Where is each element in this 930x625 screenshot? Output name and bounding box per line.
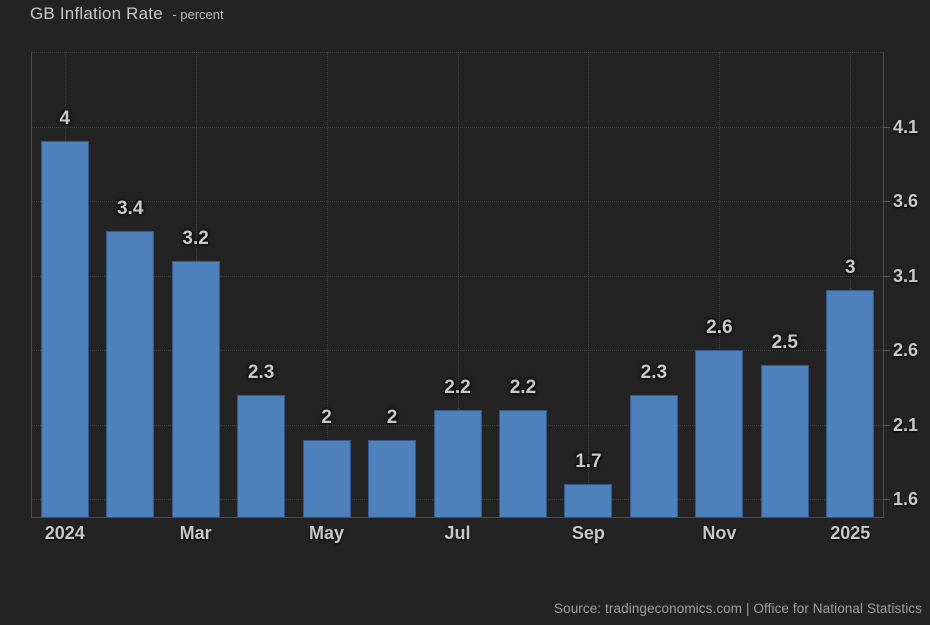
x-axis-label: 2024	[44, 523, 85, 543]
x-axis-label: Nov	[702, 523, 737, 543]
bar-value-label: 3.2	[182, 227, 209, 249]
y-axis-tick	[883, 350, 890, 352]
y-axis-tick	[883, 126, 890, 128]
y-axis-label: 1.6	[893, 489, 919, 510]
y-axis-tick	[883, 424, 890, 426]
bar[interactable]	[368, 439, 417, 517]
chart-header: GB Inflation Rate - percent	[30, 4, 224, 24]
bar[interactable]	[433, 409, 482, 517]
bar[interactable]	[237, 394, 286, 517]
chart-title: GB Inflation Rate	[30, 4, 163, 23]
y-axis-label: 3.1	[893, 265, 919, 286]
x-axis-label: Sep	[571, 523, 605, 543]
x-axis-label: 2025	[830, 523, 871, 543]
chart-subtitle: - percent	[172, 7, 224, 22]
bar[interactable]	[695, 350, 744, 517]
bar[interactable]	[564, 484, 613, 517]
bar[interactable]	[171, 260, 220, 517]
gridline-vertical	[457, 52, 459, 517]
bar[interactable]	[826, 290, 875, 517]
y-axis-tick	[883, 499, 890, 501]
y-axis-label: 4.1	[893, 116, 919, 137]
x-axis-label: Jul	[444, 523, 471, 543]
y-axis-label: 2.1	[893, 414, 919, 435]
bar-value-label: 3.4	[116, 197, 144, 219]
bar[interactable]	[106, 230, 155, 517]
source-credit: Source: tradingeconomics.com | Office fo…	[553, 601, 922, 616]
y-axis-label: 2.6	[893, 340, 919, 361]
gridline-vertical	[719, 52, 721, 517]
bar-value-label: 2.5	[771, 331, 798, 353]
bar[interactable]	[40, 141, 89, 517]
bar-value-label: 2.6	[706, 317, 733, 339]
bar[interactable]	[498, 409, 547, 517]
bar-value-label: 2	[386, 406, 398, 428]
plot-area: 4 2024 3.4 3.2 Mar 2.3 2 May 2 2.2 Jul 2.2 1.7 Sep 2.3…	[31, 52, 884, 543]
y-axis-label: 3.6	[893, 191, 919, 212]
bar-value-label: 2.2	[509, 376, 537, 398]
bar-value-label: 2.3	[247, 361, 275, 383]
bar[interactable]	[760, 364, 809, 517]
bar-value-label: 2.3	[640, 361, 668, 383]
y-axis-tick	[883, 275, 890, 277]
x-axis-label: May	[309, 523, 345, 543]
bar-value-label: 4	[59, 108, 71, 130]
bar[interactable]	[302, 439, 351, 517]
y-axis-tick	[883, 201, 890, 203]
bar-value-label: 1.7	[575, 451, 602, 473]
bar-value-label: 2	[321, 406, 332, 428]
x-axis-label: Mar	[179, 523, 212, 543]
bar-value-label: 2.2	[444, 376, 471, 398]
gridline-vertical	[326, 52, 328, 517]
bar-value-label: 3	[844, 257, 856, 279]
gridline-vertical	[588, 52, 590, 517]
gridline-vertical	[850, 52, 852, 517]
y-axis: 1.6 2.1 2.6 3.1 3.6 4.1	[883, 52, 930, 517]
bar[interactable]	[629, 394, 678, 517]
